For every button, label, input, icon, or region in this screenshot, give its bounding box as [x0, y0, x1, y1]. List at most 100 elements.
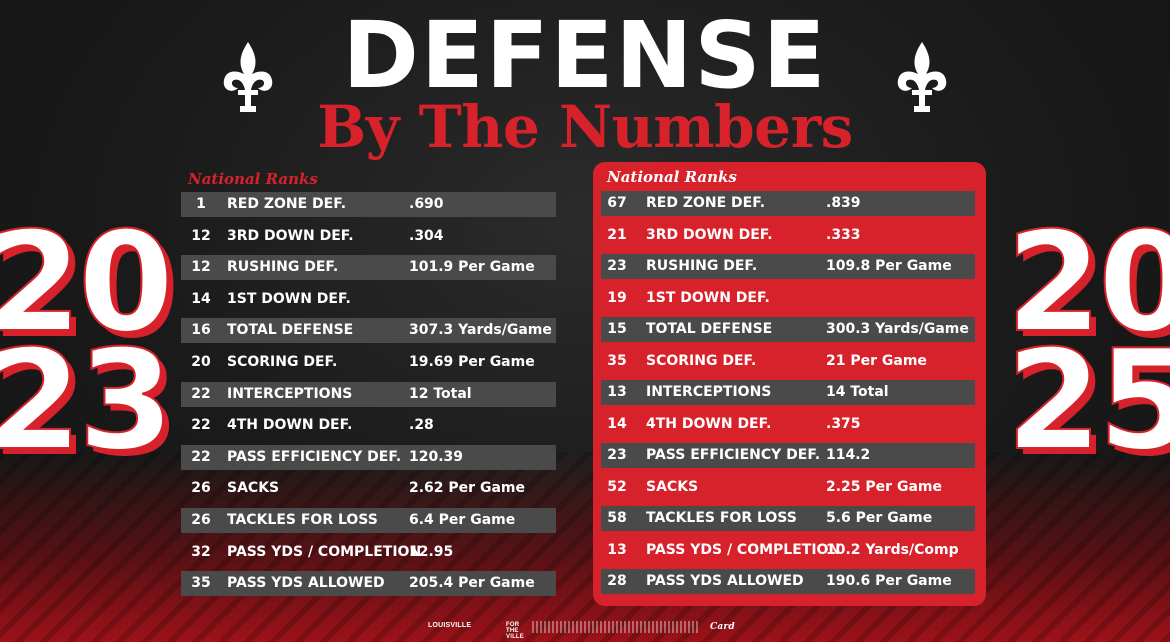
table-row: 35 SCORING DEF. 21 Per Game: [601, 349, 975, 374]
stat-value-cell: 21 Per Game: [826, 352, 927, 369]
table-row: 16 TOTAL DEFENSE 307.3 Yards/Game: [181, 318, 556, 344]
table-row: 22 4TH DOWN DEF. .28: [181, 413, 556, 438]
for-the-ville-logo: FOR THE VILLE: [506, 622, 525, 640]
table-row: 22 INTERCEPTIONS 12 Total: [181, 381, 556, 407]
stat-name-cell: PASS YDS / COMPLETION: [646, 541, 841, 558]
national-ranks-label-2023: National Ranks: [188, 170, 318, 188]
stat-name-cell: PASS YDS ALLOWED: [227, 575, 385, 592]
rank-cell: 12: [191, 227, 211, 244]
rank-cell: 16: [191, 322, 211, 339]
stat-name-cell: 1ST DOWN DEF.: [227, 290, 351, 307]
table-row: 12 RUSHING DEF. 101.9 Per Game: [181, 255, 556, 281]
table-row: 23 PASS EFFICIENCY DEF. 114.2: [601, 443, 975, 468]
rank-cell: 23: [607, 258, 627, 274]
stat-name-cell: 3RD DOWN DEF.: [646, 226, 773, 243]
table-row: 23 RUSHING DEF. 109.8 Per Game: [601, 254, 975, 279]
stat-name-cell: 4TH DOWN DEF.: [227, 417, 353, 434]
table-row: 19 1ST DOWN DEF.: [601, 286, 975, 311]
stat-name-cell: 4TH DOWN DEF.: [646, 415, 772, 432]
table-row: 21 3RD DOWN DEF. .333: [601, 223, 975, 248]
table-row: 13 INTERCEPTIONS 14 Total: [601, 380, 975, 405]
stat-value-cell: 114.2: [826, 447, 871, 463]
table-row: 58 TACKLES FOR LOSS 5.6 Per Game: [601, 506, 975, 531]
rank-cell: 13: [607, 541, 627, 558]
fine-print: [532, 621, 700, 633]
stat-name-cell: PASS EFFICIENCY DEF.: [227, 448, 402, 465]
stat-name-cell: SACKS: [227, 480, 280, 497]
stat-name-cell: TOTAL DEFENSE: [227, 322, 354, 339]
table-row: 20 SCORING DEF. 19.69 Per Game: [181, 350, 556, 375]
stat-value-cell: 205.4 Per Game: [409, 575, 535, 592]
footer-logos: LOUISVILLE FOR THE VILLE Card: [428, 620, 748, 640]
stat-name-cell: TACKLES FOR LOSS: [646, 510, 797, 526]
stat-value-cell: 300.3 Yards/Game: [826, 321, 969, 337]
rank-cell: 14: [607, 415, 627, 432]
table-row: 28 PASS YDS ALLOWED 190.6 Per Game: [601, 569, 975, 594]
stat-value-cell: .375: [826, 415, 861, 432]
rank-cell: 20: [191, 353, 211, 370]
fleur-de-lis-icon: [897, 42, 947, 112]
rank-cell: 19: [607, 289, 627, 306]
table-row: 1 RED ZONE DEF. .690: [181, 192, 556, 217]
stat-name-cell: 3RD DOWN DEF.: [227, 227, 354, 244]
stat-name-cell: PASS YDS / COMPLETION: [227, 543, 422, 560]
stat-name-cell: SACKS: [646, 478, 699, 495]
table-row: 26 TACKLES FOR LOSS 6.4 Per Game: [181, 507, 556, 533]
rank-cell: 15: [607, 321, 627, 337]
stat-name-cell: SCORING DEF.: [646, 352, 757, 369]
rank-cell: 23: [607, 447, 627, 463]
rank-cell: 67: [607, 195, 627, 211]
stat-value-cell: .690: [409, 196, 444, 212]
stat-value-cell: 2.25 Per Game: [826, 478, 942, 495]
table-row: 22 PASS EFFICIENCY DEF. 120.39: [181, 444, 556, 470]
stat-name-cell: RED ZONE DEF.: [227, 196, 347, 212]
rank-cell: 1: [196, 196, 206, 212]
stat-value-cell: 101.9 Per Game: [409, 259, 535, 276]
national-ranks-label-2025: National Ranks: [607, 168, 737, 186]
year-digits-top: 20: [1005, 202, 1170, 363]
stat-value-cell: 14 Total: [826, 384, 889, 400]
stat-name-cell: RUSHING DEF.: [227, 259, 339, 276]
stat-name-cell: TACKLES FOR LOSS: [227, 511, 378, 528]
year-2025: 20 25: [1005, 202, 1170, 471]
table-row: 26 SACKS 2.62 Per Game: [181, 476, 556, 501]
stat-name-cell: 1ST DOWN DEF.: [646, 289, 770, 306]
table-row: 52 SACKS 2.25 Per Game: [601, 475, 975, 500]
page-title: DEFENSE: [342, 2, 828, 109]
stat-value-cell: .304: [409, 227, 444, 244]
rank-cell: 26: [191, 511, 211, 528]
rank-cell: 35: [191, 575, 211, 592]
stat-value-cell: 19.69 Per Game: [409, 353, 535, 370]
table-row: 32 PASS YDS / COMPLETION 12.95: [181, 540, 556, 565]
table-row: 14 1ST DOWN DEF.: [181, 287, 556, 312]
rank-cell: 22: [191, 448, 211, 465]
year-digits-bottom: 23: [0, 320, 175, 481]
rank-cell: 35: [607, 352, 627, 369]
rank-cell: 21: [607, 226, 627, 243]
rank-cell: 14: [191, 290, 211, 307]
stat-value-cell: 120.39: [409, 448, 464, 465]
stat-name-cell: INTERCEPTIONS: [646, 384, 772, 400]
stat-value-cell: 5.6 Per Game: [826, 510, 933, 526]
script-logo: Card: [710, 622, 735, 632]
table-row: 67 RED ZONE DEF. .839: [601, 191, 975, 216]
rank-cell: 52: [607, 478, 627, 495]
table-row: 35 PASS YDS ALLOWED 205.4 Per Game: [181, 571, 556, 597]
stat-name-cell: RED ZONE DEF.: [646, 195, 766, 211]
rank-cell: 26: [191, 480, 211, 497]
stat-value-cell: 10.2 Yards/Comp: [826, 541, 959, 558]
stat-value-cell: 12.95: [409, 543, 454, 560]
stat-value-cell: 307.3 Yards/Game: [409, 322, 552, 339]
stat-value-cell: 109.8 Per Game: [826, 258, 952, 274]
rank-cell: 12: [191, 259, 211, 276]
stat-name-cell: SCORING DEF.: [227, 353, 338, 370]
stat-value-cell: .28: [409, 417, 434, 434]
stats-table-2025: 67 RED ZONE DEF. .839 21 3RD DOWN DEF. .333 23…: [601, 191, 975, 601]
fleur-de-lis-icon: [223, 42, 273, 112]
year-2023: 20 23: [0, 202, 175, 481]
stat-value-cell: .839: [826, 195, 861, 211]
background-texture: [0, 452, 1170, 642]
year-digits-top: 20: [0, 202, 175, 363]
stat-name-cell: TOTAL DEFENSE: [646, 321, 773, 337]
rank-cell: 22: [191, 417, 211, 434]
